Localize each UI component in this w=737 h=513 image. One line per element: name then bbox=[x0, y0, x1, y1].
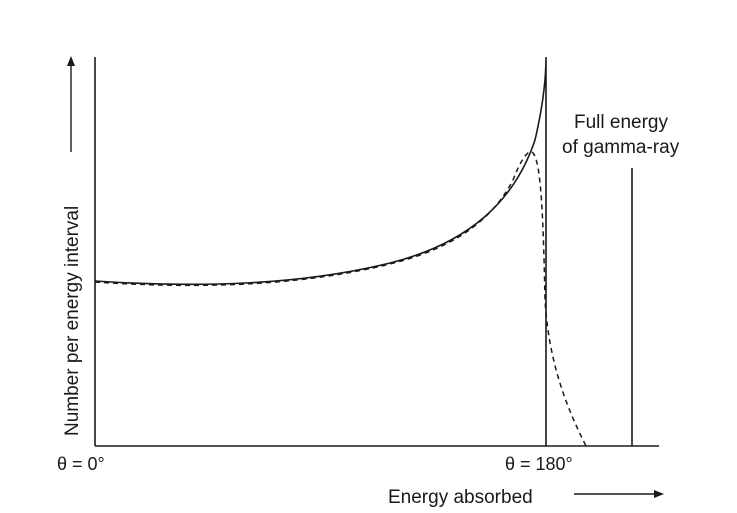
full-energy-label: Full energy bbox=[574, 112, 668, 133]
y-axis-label: Number per energy interval bbox=[62, 206, 83, 436]
theta-zero-label: θ = 0° bbox=[57, 454, 105, 474]
gamma-ray-label: of gamma-ray bbox=[562, 137, 680, 158]
x-axis-label: Energy absorbed bbox=[388, 487, 533, 508]
compton-measured-dashed-curve bbox=[94, 151, 587, 447]
theta-180-label: θ = 180° bbox=[505, 454, 573, 474]
compton-continuum-solid-curve bbox=[94, 56, 547, 446]
